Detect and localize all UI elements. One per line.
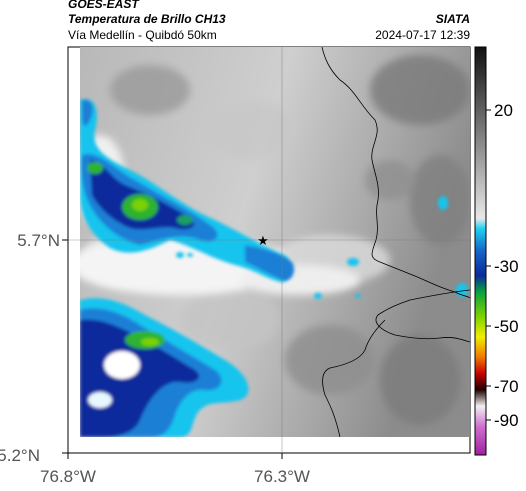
colorbar-tick: -30 xyxy=(494,257,519,276)
y-tick-label: 5.7°N xyxy=(17,231,60,250)
colorbar-tick: -50 xyxy=(494,317,519,336)
colorbar-scale xyxy=(474,46,487,456)
y-tick-label: 5.2°N xyxy=(0,446,40,465)
region-label: Vía Medellín - Quibdó 50km xyxy=(68,28,217,42)
colorbar-tick: -90 xyxy=(494,411,519,430)
convective-clouds xyxy=(80,99,468,437)
location-star-icon: ★ xyxy=(257,234,269,249)
colorbar-tick: 20 xyxy=(494,101,513,120)
timestamp-label: 2024-07-17 12:39 xyxy=(375,28,470,42)
satellite-title: GOES-EAST xyxy=(68,0,139,11)
imagery-layer xyxy=(80,47,470,437)
x-tick-label: 76.3°W xyxy=(254,467,310,486)
colorbar: 20 -30 -50 -70 -90 xyxy=(474,46,519,456)
x-tick-label: 76.8°W xyxy=(40,467,96,486)
product-title: Temperatura de Brillo CH13 xyxy=(68,12,226,26)
political-borders xyxy=(321,47,470,437)
organization-label: SIATA xyxy=(435,12,470,26)
colorbar-tick: -70 xyxy=(494,377,519,396)
